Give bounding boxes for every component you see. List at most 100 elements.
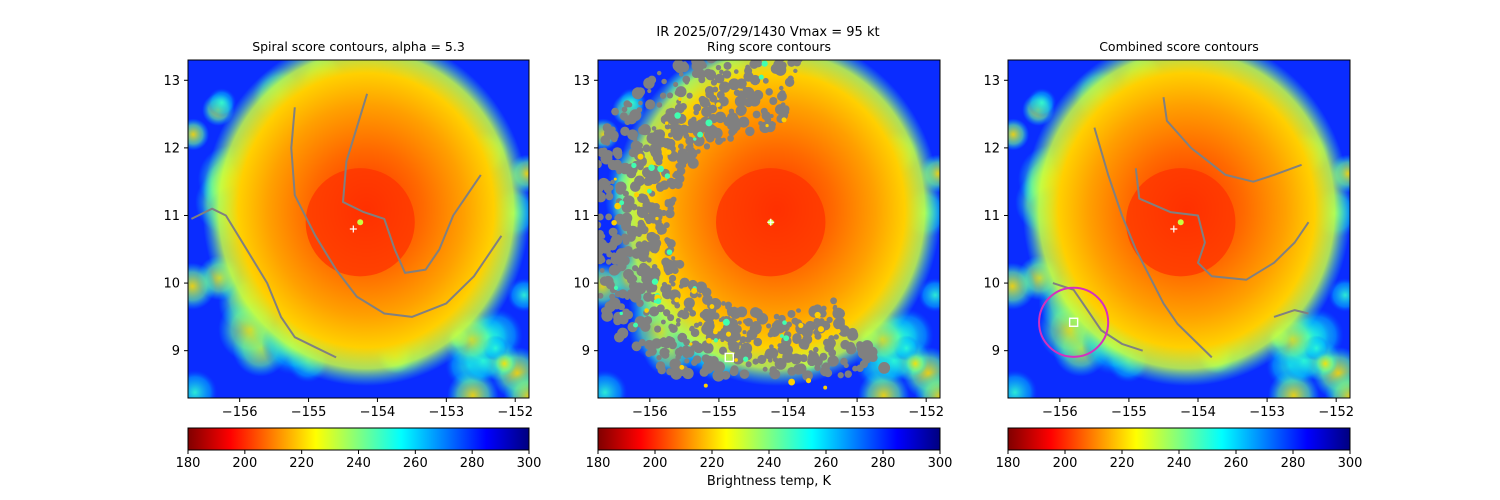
- ring-gap: [705, 119, 713, 127]
- cloud-patch: [492, 351, 517, 376]
- ring-blob: [673, 81, 679, 88]
- ring-blob: [777, 91, 787, 102]
- x-tick-label: −154: [360, 405, 396, 420]
- ring-blob: [745, 126, 755, 137]
- ring-blob: [769, 371, 775, 377]
- ring-gap: [709, 304, 715, 309]
- colorbar-tick-label: 180: [996, 456, 1021, 471]
- colorbar-tick-label: 260: [1224, 456, 1249, 471]
- ring-blob: [787, 310, 796, 318]
- ring-blob: [791, 317, 799, 325]
- ring-blob: [670, 196, 677, 203]
- ring-blob: [784, 342, 791, 349]
- ring-blob: [663, 263, 675, 275]
- colorbar-gradient: [597, 427, 941, 451]
- ring-gap: [761, 60, 768, 67]
- ring-blob: [697, 293, 702, 298]
- ring-blob: [703, 355, 716, 368]
- ring-blob: [614, 290, 622, 298]
- ring-blob: [808, 350, 814, 355]
- cloud-patch: [1027, 88, 1057, 118]
- ring-blob: [737, 320, 742, 325]
- ring-blob: [715, 64, 722, 71]
- ring-blob: [778, 61, 787, 70]
- ring-gap: [817, 326, 825, 333]
- ring-blob: [812, 356, 823, 367]
- search-circle: [1038, 286, 1110, 358]
- ring-blob: [693, 322, 700, 328]
- center-plus-marker: [349, 225, 357, 233]
- ring-blob: [588, 259, 595, 266]
- ring-gap: [644, 308, 649, 313]
- ring-blob: [765, 88, 773, 96]
- center-plus-marker: [767, 218, 775, 226]
- ring-blob: [631, 295, 636, 300]
- ring-blob: [752, 308, 763, 319]
- colorbar-gradient: [1007, 427, 1351, 451]
- ring-blob: [733, 89, 741, 96]
- ring-blob: [644, 339, 655, 350]
- ring-blob: [837, 372, 844, 379]
- ring-gap: [637, 153, 644, 160]
- ring-blob: [643, 292, 653, 302]
- axes-frame: [597, 59, 941, 399]
- cloud-patch: [598, 370, 628, 398]
- ring-blob: [767, 357, 773, 363]
- colorbar-2: 180 200 220 240 260 280 300 Brightness temp, K: [586, 427, 952, 489]
- ring-blob: [684, 358, 690, 364]
- ring-blob: [663, 341, 671, 349]
- ring-blob: [836, 317, 845, 326]
- ring-blob: [674, 260, 680, 266]
- ring-blob: [652, 138, 659, 144]
- ring-blob: [693, 103, 702, 112]
- ring-blob: [631, 87, 644, 100]
- ring-blob: [610, 179, 615, 185]
- ring-blob: [598, 254, 605, 265]
- ring-blob: [847, 327, 858, 338]
- ring-blob: [606, 180, 612, 186]
- ring-gap: [679, 364, 685, 370]
- y-tick-label: 12: [163, 141, 180, 156]
- cloud-patch: [1324, 371, 1350, 398]
- ring-blob: [699, 367, 709, 377]
- ring-blob: [652, 211, 663, 222]
- ring-blob: [705, 101, 711, 107]
- ring-blob: [726, 112, 739, 124]
- brightness-temp-image: [582, 60, 940, 398]
- ring-blob: [719, 346, 728, 355]
- ring-blob: [627, 129, 638, 141]
- ring-blob: [856, 344, 865, 353]
- ring-blob: [691, 359, 698, 366]
- ring-blob: [752, 89, 764, 101]
- colorbar-tick-label: 280: [871, 456, 896, 471]
- ring-gap: [693, 137, 697, 141]
- colorbar-tick-label: 180: [586, 456, 611, 471]
- colorbar-tick-label: 240: [757, 456, 782, 471]
- ring-blob: [649, 236, 659, 245]
- ring-blob: [693, 342, 704, 354]
- storm-eye: [1177, 219, 1184, 226]
- ring-blob: [769, 114, 774, 119]
- ring-blob: [823, 338, 831, 347]
- ring-gap: [666, 149, 672, 155]
- ring-blob: [678, 143, 684, 150]
- ring-blob: [600, 233, 606, 239]
- ring-blob: [626, 232, 636, 242]
- ring-blob: [656, 102, 663, 108]
- ring-blob: [710, 79, 718, 86]
- ring-gap: [651, 278, 659, 285]
- cloud-patch: [188, 370, 218, 398]
- ring-blob: [728, 318, 739, 329]
- ring-gap: [664, 121, 669, 125]
- ring-blob: [598, 159, 602, 169]
- ring-blob: [643, 77, 655, 89]
- ring-blob: [582, 242, 593, 253]
- ring-blob: [720, 328, 728, 336]
- x-tick-label: −156: [222, 405, 258, 420]
- ring-blob: [714, 73, 725, 84]
- ring-blob: [813, 346, 819, 353]
- ring-gap: [655, 298, 662, 305]
- y-tick-label: 9: [172, 344, 180, 359]
- ring-blob: [735, 95, 747, 107]
- ring-blob: [695, 281, 708, 294]
